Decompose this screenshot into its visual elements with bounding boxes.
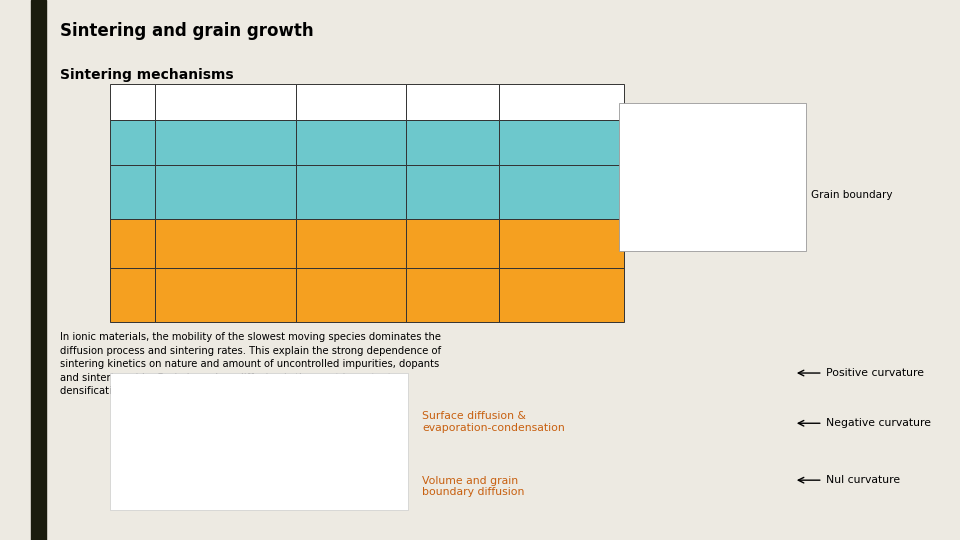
Text: Volume diff.: Volume diff. bbox=[191, 237, 260, 250]
Text: Sintering mechanisms: Sintering mechanisms bbox=[60, 68, 233, 82]
Text: Volume and grain
boundary diffusion: Volume and grain boundary diffusion bbox=[422, 476, 525, 497]
Text: Source: Source bbox=[328, 96, 373, 109]
Text: Densification: Densification bbox=[517, 96, 605, 109]
Text: Neck: Neck bbox=[438, 237, 467, 250]
Text: Grain
boundary: Grain boundary bbox=[323, 281, 379, 309]
Text: In ionic materials, the mobility of the slowest moving species dominates the
dif: In ionic materials, the mobility of the … bbox=[60, 332, 441, 396]
Text: Surface: Surface bbox=[328, 136, 373, 149]
Text: Neck: Neck bbox=[438, 136, 467, 149]
Text: Nul curvature: Nul curvature bbox=[826, 475, 900, 485]
Text: 6: 6 bbox=[129, 289, 136, 302]
Text: No: No bbox=[553, 185, 569, 198]
Text: No: No bbox=[553, 136, 569, 149]
Text: Yes: Yes bbox=[552, 237, 571, 250]
Text: Sink: Sink bbox=[438, 96, 467, 109]
Text: Evaporation-
condensation: Evaporation- condensation bbox=[186, 178, 265, 206]
Text: Positive curvature: Positive curvature bbox=[826, 368, 924, 378]
Text: Surface diff.: Surface diff. bbox=[190, 136, 261, 149]
Text: Grain
boundary: Grain boundary bbox=[323, 230, 379, 258]
Text: Grain boundary
diffusion: Grain boundary diffusion bbox=[180, 281, 272, 309]
Text: Surface: Surface bbox=[328, 185, 373, 198]
Text: Yes: Yes bbox=[552, 289, 571, 302]
Text: Grain boundary: Grain boundary bbox=[811, 190, 893, 200]
Text: Neck: Neck bbox=[438, 185, 467, 198]
Text: 1: 1 bbox=[129, 136, 136, 149]
Text: Negative curvature: Negative curvature bbox=[826, 418, 930, 428]
Text: 2: 2 bbox=[129, 185, 136, 198]
Text: Mechanism: Mechanism bbox=[188, 96, 263, 109]
Text: Neck: Neck bbox=[438, 289, 467, 302]
Text: 4: 4 bbox=[129, 237, 136, 250]
Text: Surface diffusion &
evaporation-condensation: Surface diffusion & evaporation-condensa… bbox=[422, 411, 565, 433]
Text: Sintering and grain growth: Sintering and grain growth bbox=[60, 22, 313, 39]
